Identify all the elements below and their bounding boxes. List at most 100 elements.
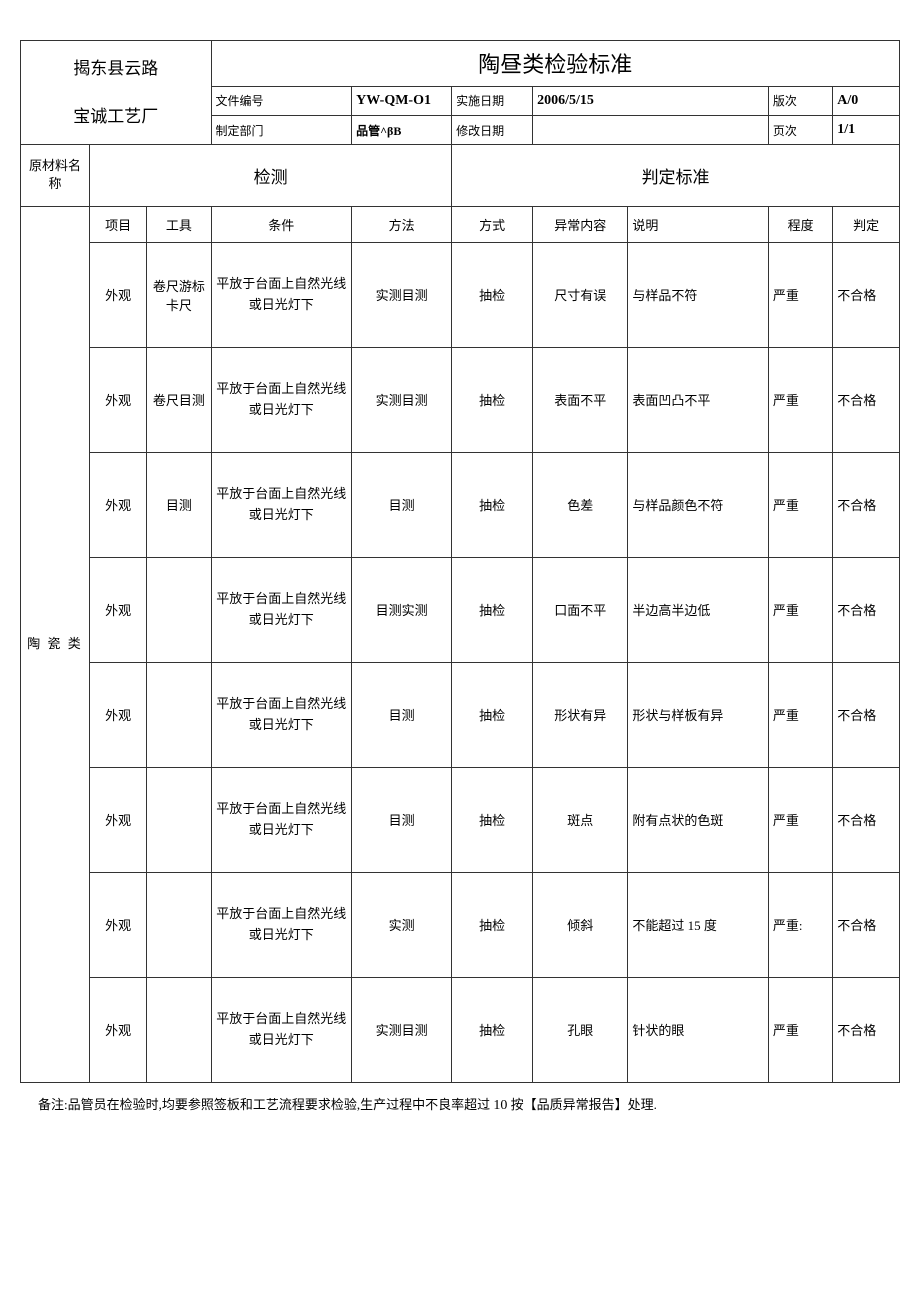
column-header-row: 陶 瓷 类 项目 工具 条件 方法 方式 异常内容 说明 程度 判定 (21, 206, 900, 242)
cell-tool: 卷尺游标卡尺 (147, 242, 211, 347)
cell-mode: 抽检 (452, 347, 533, 452)
cell-item: 外观 (90, 977, 147, 1082)
material-header: 原材料名称 (21, 145, 90, 206)
page: 1/1 (833, 116, 900, 145)
company-line1: 揭东县云路 (73, 59, 158, 78)
cell-abnormal: 表面不平 (533, 347, 628, 452)
cell-item: 外观 (90, 662, 147, 767)
cell-condition: 平放于台面上自然光线或日光灯下 (211, 242, 352, 347)
col-abnormal: 异常内容 (533, 206, 628, 242)
cell-level: 严重 (768, 767, 832, 872)
col-desc: 说明 (628, 206, 769, 242)
table-row: 外观 卷尺目测 平放于台面上自然光线或日光灯下 实测目测 抽检 表面不平 表面凹… (21, 347, 900, 452)
doc-no: YW-QM-O1 (352, 86, 452, 115)
cell-desc: 附有点状的色斑 (628, 767, 769, 872)
footnote-pre: 备注:品管员在检验时,均要参照签板和工艺流程要求检验,生产过程中不良率超过 (38, 1097, 490, 1112)
cell-method: 目测 (352, 662, 452, 767)
edition: A/0 (833, 86, 900, 115)
cell-level: 严重 (768, 557, 832, 662)
cell-condition: 平放于台面上自然光线或日光灯下 (211, 347, 352, 452)
cell-method: 目测 (352, 767, 452, 872)
company-block: 揭东县云路 宝诚工艺厂 (21, 41, 212, 145)
cell-desc: 针状的眼 (628, 977, 769, 1082)
criteria-header: 判定标准 (452, 145, 900, 206)
cell-level: 严重 (768, 347, 832, 452)
cell-level: 严重: (768, 872, 832, 977)
cell-method: 实测目测 (352, 347, 452, 452)
cell-item: 外观 (90, 452, 147, 557)
cell-item: 外观 (90, 557, 147, 662)
cell-tool (147, 872, 211, 977)
cell-judge: 不合格 (833, 242, 900, 347)
cell-mode: 抽检 (452, 452, 533, 557)
cell-method: 目测 (352, 452, 452, 557)
cell-tool (147, 662, 211, 767)
cell-item: 外观 (90, 872, 147, 977)
rev-date (533, 116, 769, 145)
cell-abnormal: 尺寸有误 (533, 242, 628, 347)
cell-tool (147, 557, 211, 662)
footnote-num: 10 (493, 1098, 507, 1113)
cell-judge: 不合格 (833, 347, 900, 452)
doc-no-label: 文件编号 (211, 86, 352, 115)
cell-condition: 平放于台面上自然光线或日光灯下 (211, 662, 352, 767)
cell-abnormal: 色差 (533, 452, 628, 557)
material-name: 陶 瓷 类 (21, 206, 90, 1082)
col-tool: 工具 (147, 206, 211, 242)
table-row: 外观 平放于台面上自然光线或日光灯下 目测实测 抽检 口面不平 半边高半边低 严… (21, 557, 900, 662)
edition-label: 版次 (768, 86, 832, 115)
cell-level: 严重 (768, 242, 832, 347)
cell-desc: 不能超过 15 度 (628, 872, 769, 977)
cell-condition: 平放于台面上自然光线或日光灯下 (211, 977, 352, 1082)
cell-method: 实测目测 (352, 977, 452, 1082)
header-row-1: 揭东县云路 宝诚工艺厂 陶昼类检验标准 (21, 41, 900, 87)
cell-desc: 与样品颜色不符 (628, 452, 769, 557)
doc-title: 陶昼类检验标准 (211, 41, 899, 87)
cell-level: 严重 (768, 662, 832, 767)
cell-mode: 抽检 (452, 662, 533, 767)
cell-method: 实测 (352, 872, 452, 977)
cell-tool: 目测 (147, 452, 211, 557)
cell-desc: 与样品不符 (628, 242, 769, 347)
cell-item: 外观 (90, 242, 147, 347)
cell-judge: 不合格 (833, 662, 900, 767)
col-judge: 判定 (833, 206, 900, 242)
impl-date: 2006/5/15 (533, 86, 769, 115)
company-line2: 宝诚工艺厂 (73, 107, 158, 126)
cell-method: 目测实测 (352, 557, 452, 662)
table-row: 外观 目测 平放于台面上自然光线或日光灯下 目测 抽检 色差 与样品颜色不符 严… (21, 452, 900, 557)
cell-tool: 卷尺目测 (147, 347, 211, 452)
cell-judge: 不合格 (833, 767, 900, 872)
cell-desc: 表面凹凸不平 (628, 347, 769, 452)
cell-condition: 平放于台面上自然光线或日光灯下 (211, 767, 352, 872)
table-row: 外观 平放于台面上自然光线或日光灯下 目测 抽检 斑点 附有点状的色斑 严重 不… (21, 767, 900, 872)
cell-abnormal: 形状有异 (533, 662, 628, 767)
cell-mode: 抽检 (452, 977, 533, 1082)
footnote-post: 按【品质异常报告】处理. (511, 1097, 657, 1112)
col-level: 程度 (768, 206, 832, 242)
col-item: 项目 (90, 206, 147, 242)
cell-item: 外观 (90, 767, 147, 872)
cell-judge: 不合格 (833, 557, 900, 662)
cell-abnormal: 倾斜 (533, 872, 628, 977)
cell-tool (147, 767, 211, 872)
cell-level: 严重 (768, 977, 832, 1082)
inspection-standard-table: 揭东县云路 宝诚工艺厂 陶昼类检验标准 文件编号 YW-QM-O1 实施日期 2… (20, 40, 900, 1083)
cell-tool (147, 977, 211, 1082)
cell-abnormal: 斑点 (533, 767, 628, 872)
table-row: 外观 平放于台面上自然光线或日光灯下 实测 抽检 倾斜 不能超过 15 度 严重… (21, 872, 900, 977)
cell-condition: 平放于台面上自然光线或日光灯下 (211, 557, 352, 662)
cell-judge: 不合格 (833, 452, 900, 557)
col-method: 方法 (352, 206, 452, 242)
cell-mode: 抽检 (452, 767, 533, 872)
cell-item: 外观 (90, 347, 147, 452)
cell-desc: 半边高半边低 (628, 557, 769, 662)
cell-level: 严重 (768, 452, 832, 557)
cell-mode: 抽检 (452, 557, 533, 662)
inspection-header: 检测 (90, 145, 452, 206)
cell-abnormal: 口面不平 (533, 557, 628, 662)
dept-label: 制定部门 (211, 116, 352, 145)
table-row: 外观 卷尺游标卡尺 平放于台面上自然光线或日光灯下 实测目测 抽检 尺寸有误 与… (21, 242, 900, 347)
page-label: 页次 (768, 116, 832, 145)
cell-judge: 不合格 (833, 977, 900, 1082)
